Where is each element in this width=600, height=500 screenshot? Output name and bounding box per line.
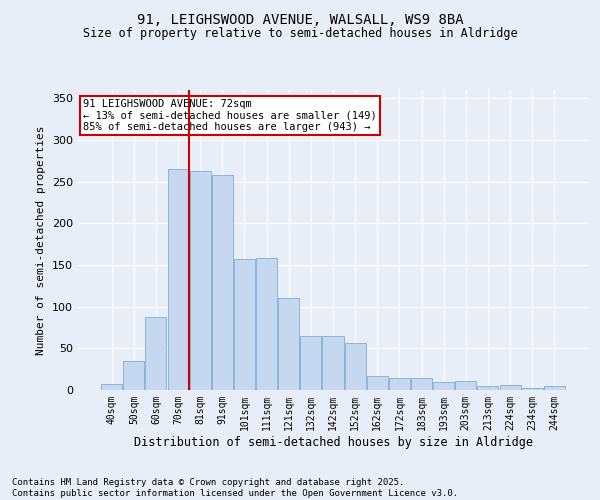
Bar — [389, 378, 410, 390]
Bar — [411, 378, 432, 390]
Bar — [322, 336, 344, 390]
Bar — [500, 385, 521, 390]
Text: 91, LEIGHSWOOD AVENUE, WALSALL, WS9 8BA: 91, LEIGHSWOOD AVENUE, WALSALL, WS9 8BA — [137, 12, 463, 26]
Text: Contains HM Land Registry data © Crown copyright and database right 2025.
Contai: Contains HM Land Registry data © Crown c… — [12, 478, 458, 498]
Bar — [256, 258, 277, 390]
Bar — [521, 388, 542, 390]
Y-axis label: Number of semi-detached properties: Number of semi-detached properties — [37, 125, 46, 355]
Bar — [455, 381, 476, 390]
Bar — [234, 259, 255, 390]
Text: 91 LEIGHSWOOD AVENUE: 72sqm
← 13% of semi-detached houses are smaller (149)
85% : 91 LEIGHSWOOD AVENUE: 72sqm ← 13% of sem… — [83, 99, 377, 132]
Bar — [212, 175, 233, 390]
Bar — [124, 361, 145, 390]
Bar — [167, 169, 188, 390]
Text: Size of property relative to semi-detached houses in Aldridge: Size of property relative to semi-detach… — [83, 28, 517, 40]
Bar — [278, 298, 299, 390]
Bar — [478, 386, 499, 390]
Bar — [145, 316, 166, 390]
X-axis label: Distribution of semi-detached houses by size in Aldridge: Distribution of semi-detached houses by … — [133, 436, 533, 448]
Bar — [101, 384, 122, 390]
Bar — [301, 336, 322, 390]
Bar — [344, 344, 365, 390]
Bar — [190, 171, 211, 390]
Bar — [544, 386, 565, 390]
Bar — [433, 382, 454, 390]
Bar — [367, 376, 388, 390]
